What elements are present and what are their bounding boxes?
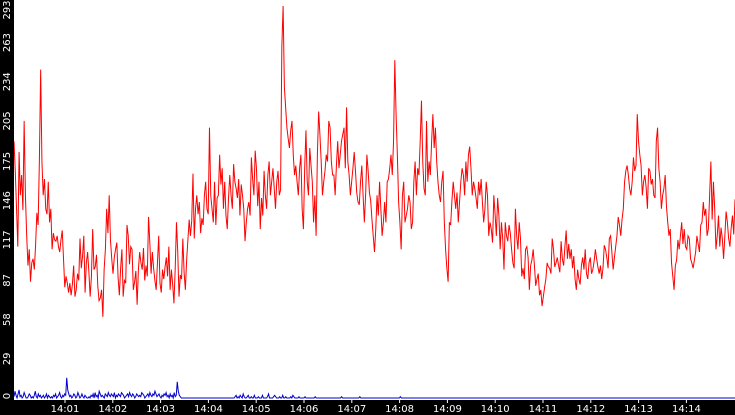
y-tick-label: 146 [2,191,13,210]
y-tick-label: 263 [2,33,13,52]
y-tick-label: 87 [2,274,13,287]
y-tick-label: 205 [2,111,13,130]
series-layer [13,6,735,400]
x-axis-ticks: 14:01 14:02 14:03 14:04 14:05 14:06 14:07 14:08… [51,400,701,415]
y-tick-label: 175 [2,152,13,171]
y-axis-ticks: 0 29 58 87 117 146 175 205 234 263 293 [2,0,13,399]
x-tick-label: 14:08 [385,404,414,415]
y-axis-band [0,0,14,400]
x-tick-label: 14:13 [624,404,653,415]
series-line-0 [13,6,735,317]
x-tick-label: 14:14 [672,404,701,415]
y-tick-label: 117 [2,230,13,249]
y-tick-label: 58 [2,313,13,326]
series-line-1 [13,377,735,400]
x-axis-band [0,400,735,415]
y-tick-label: 29 [2,352,13,365]
y-tick-label: 293 [2,0,13,19]
x-tick-label: 14:01 [51,404,80,415]
x-tick-label: 14:09 [433,404,462,415]
x-tick-label: 14:05 [242,404,271,415]
x-tick-label: 14:06 [290,404,319,415]
x-tick-label: 14:03 [146,404,175,415]
x-tick-label: 14:07 [337,404,366,415]
y-tick-label: 0 [2,393,13,399]
x-tick-label: 14:04 [194,404,223,415]
x-tick-label: 14:02 [98,404,127,415]
x-tick-label: 14:12 [576,404,605,415]
x-tick-label: 14:10 [481,404,510,415]
x-tick-label: 14:11 [529,404,558,415]
y-tick-label: 234 [2,72,13,91]
